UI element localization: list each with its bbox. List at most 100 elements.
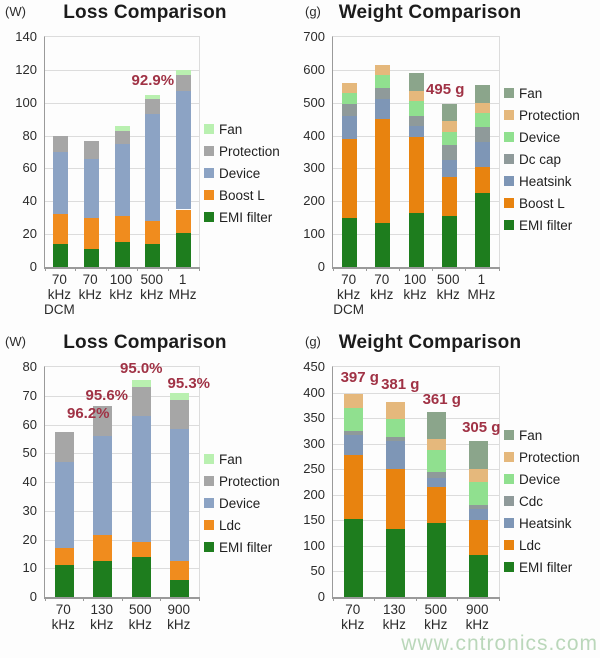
chart-cell-loss-bottom: (W) Loss Comparison 96.2% 95.6% 95.0% 95.3%… <box>0 330 300 658</box>
y-axis-tick-label: 40 <box>22 193 37 209</box>
bar-segment <box>114 125 130 131</box>
y-axis-unit: (W) <box>5 4 26 19</box>
gridline <box>45 568 199 570</box>
x-axis-label: 100 kHz <box>403 272 427 302</box>
y-axis-tick-label: 120 <box>15 61 37 77</box>
legend-item: Ldc <box>504 538 580 553</box>
legend-swatch <box>504 496 514 506</box>
legend-item: Device <box>204 165 280 181</box>
bar-segment <box>83 140 99 159</box>
bar-segment <box>408 125 424 138</box>
gridline <box>45 102 199 104</box>
legend-label: Protection <box>219 143 280 159</box>
bar-segment <box>52 244 68 267</box>
legend-item: Protection <box>204 143 280 159</box>
chart-title: Weight Comparison <box>338 2 522 23</box>
bar-segment <box>145 114 161 221</box>
bar-segment <box>344 519 364 597</box>
legend-label: Fan <box>219 121 243 137</box>
legend-item: Fan <box>504 85 580 101</box>
bar-segment <box>145 244 161 267</box>
gridline <box>45 424 199 426</box>
annotation: 95.3% <box>167 374 211 392</box>
bar-segment <box>408 212 424 267</box>
legend-item: Heatsink <box>504 516 580 531</box>
watermark: www.cntronics.com <box>401 632 598 655</box>
y-axis-tick-label: 600 <box>303 61 325 77</box>
legend-swatch <box>504 154 514 164</box>
x-axis-tick <box>457 597 458 601</box>
bar-segment <box>344 430 364 435</box>
legend-swatch <box>204 212 214 222</box>
bar-segment <box>427 486 447 523</box>
y-axis-tick-label: 60 <box>22 160 37 176</box>
gridline <box>45 395 199 397</box>
bar-segment <box>342 115 358 139</box>
bar <box>385 367 405 597</box>
plot-area: 96.2% 95.6% 95.0% 95.3% <box>44 360 210 601</box>
legend-swatch <box>504 562 514 572</box>
bar-segment <box>441 145 457 161</box>
legend-item: Device <box>204 496 280 511</box>
bar-segment <box>176 91 192 210</box>
legend-label: Fan <box>519 85 543 101</box>
x-axis-tick <box>415 597 417 601</box>
bar-segment <box>131 415 151 543</box>
bar-segment <box>474 166 490 194</box>
gridline <box>333 469 499 471</box>
bar-segment <box>375 99 391 120</box>
bar-segment <box>441 160 457 177</box>
bar-segment <box>54 461 74 549</box>
bar-segment <box>145 94 161 100</box>
x-axis-tick <box>198 597 200 601</box>
bar-segment <box>441 104 457 121</box>
legend-label: Ldc <box>219 517 241 533</box>
bar-segment <box>474 102 490 113</box>
bar-segment <box>375 64 391 75</box>
x-axis-label: 900 kHz <box>167 602 191 632</box>
bar-segment <box>176 232 192 267</box>
bar-segment <box>52 135 68 152</box>
bar <box>114 37 130 267</box>
legend-item: Fan <box>204 452 280 467</box>
bar-segment <box>385 419 405 437</box>
annotation: 397 g <box>340 369 379 387</box>
legend-item: EMI filter <box>204 540 280 555</box>
bar-segment <box>427 522 447 597</box>
y-axis-tick-label: 300 <box>303 160 325 176</box>
bar-segment <box>474 193 490 267</box>
bar-segment <box>468 509 488 520</box>
gridline <box>333 545 499 547</box>
bar-segment <box>342 92 358 105</box>
legend-swatch <box>204 454 214 464</box>
bar-segment <box>344 394 364 408</box>
bar-segment <box>385 402 405 420</box>
legend-label: Device <box>219 165 261 181</box>
y-axis-tick-label: 400 <box>303 384 325 400</box>
legend-swatch <box>204 190 214 200</box>
legend-item: Heatsink <box>504 173 580 189</box>
bar-segment <box>468 554 488 597</box>
legend-label: Heatsink <box>519 173 572 189</box>
legend-label: EMI filter <box>219 209 273 225</box>
gridline <box>45 482 199 483</box>
legend-swatch <box>504 220 514 230</box>
bar-segment <box>54 565 74 597</box>
bar-segment <box>468 505 488 510</box>
bar <box>170 367 190 597</box>
legend: Fan Protection Device Dc cap Heatsink Boost L… <box>504 85 580 233</box>
legend-item: EMI filter <box>504 560 580 575</box>
legend-item: EMI filter <box>204 209 280 225</box>
bar-segment <box>344 434 364 456</box>
legend-label: Protection <box>519 449 580 465</box>
chart-cell-weight-top: (g) Weight Comparison 495 g Fan Protectio… <box>300 0 600 330</box>
legend-swatch <box>204 146 214 156</box>
x-axis-label: 130 kHz <box>382 602 406 632</box>
bar-segment <box>408 91 424 102</box>
legend-label: Boost L <box>519 195 565 211</box>
legend-swatch <box>204 498 214 508</box>
x-axis-label: 70 kHz <box>78 272 102 302</box>
gridline <box>45 453 199 455</box>
x-axis-tick <box>44 597 46 601</box>
annotation: 381 g <box>381 376 420 394</box>
